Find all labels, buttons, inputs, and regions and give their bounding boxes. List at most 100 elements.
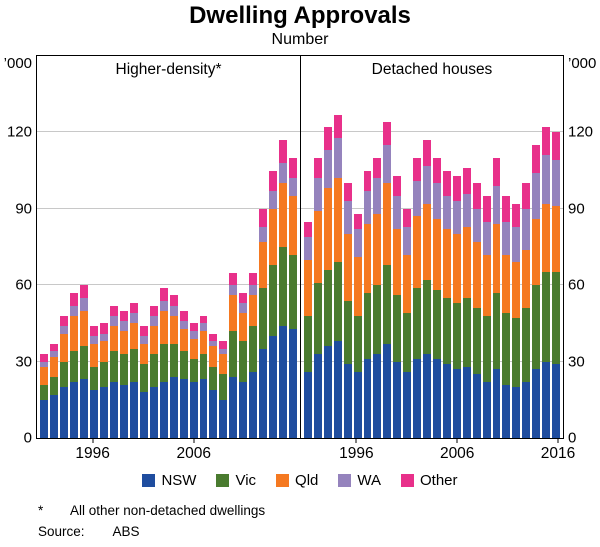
- bar-segment-qld: [333, 178, 342, 263]
- x-tick-mark: [557, 438, 559, 443]
- bar-segment-other: [482, 196, 491, 222]
- bar-segment-wa: [159, 300, 168, 311]
- bar-segment-qld: [323, 188, 332, 270]
- bar-segment-vic: [333, 262, 342, 342]
- stacked-bar: [363, 56, 372, 438]
- bar-segment-vic: [363, 292, 372, 360]
- y-tick-label: 0: [568, 429, 577, 447]
- bar-segment-other: [502, 196, 511, 222]
- bar-segment-nsw: [289, 328, 298, 438]
- stacked-bar: [239, 56, 248, 438]
- bar-segment-wa: [269, 191, 278, 209]
- bar-segment-wa: [403, 226, 412, 255]
- bar-segment-qld: [229, 295, 238, 332]
- bar-segment-wa: [482, 221, 491, 255]
- bar-segment-qld: [199, 331, 208, 354]
- stacked-bar: [219, 56, 228, 438]
- bar-segment-qld: [343, 234, 352, 301]
- chart-subtitle: Number: [271, 31, 329, 48]
- bar-segment-nsw: [512, 387, 521, 438]
- bar-segment-vic: [189, 359, 198, 382]
- x-tick-label: 2016: [540, 445, 576, 462]
- legend-item-nsw: NSW: [142, 472, 196, 489]
- bar-segment-wa: [363, 191, 372, 225]
- bar-segment-qld: [89, 343, 98, 367]
- bar-segment-wa: [40, 361, 48, 367]
- x-tick-label: 2006: [176, 445, 212, 462]
- bar-segment-nsw: [189, 381, 198, 438]
- bar-segment-wa: [373, 178, 382, 214]
- bar-segment-wa: [353, 229, 362, 258]
- bar-segment-nsw: [79, 379, 88, 438]
- stacked-bar: [552, 56, 560, 438]
- stacked-bar: [393, 56, 402, 438]
- bar-segment-vic: [69, 351, 78, 382]
- bar-segment-wa: [423, 165, 431, 204]
- bar-segment-other: [119, 310, 128, 321]
- bar-segment-nsw: [149, 387, 158, 438]
- bar-segment-vic: [403, 313, 412, 372]
- bar-segment-other: [199, 315, 208, 324]
- bar-segment-wa: [49, 351, 58, 357]
- stacked-bar: [249, 56, 258, 438]
- stacked-bar: [289, 56, 298, 438]
- bar-segment-wa: [512, 226, 521, 263]
- bar-group: [304, 56, 560, 438]
- bar-segment-other: [442, 170, 451, 197]
- bar-segment-wa: [393, 196, 402, 230]
- bar-segment-nsw: [313, 353, 322, 438]
- bar-segment-vic: [40, 384, 48, 400]
- bar-segment-wa: [249, 285, 258, 296]
- y-tick-label: 90: [15, 200, 32, 218]
- bar-segment-nsw: [462, 366, 471, 438]
- bar-segment-wa: [189, 331, 198, 339]
- bar-segment-other: [189, 323, 198, 332]
- bar-segment-wa: [89, 336, 98, 344]
- bar-segment-other: [304, 221, 312, 237]
- bar-segment-nsw: [442, 364, 451, 438]
- source-line: Source: ABS: [38, 524, 140, 539]
- bar-segment-wa: [532, 173, 541, 220]
- bar-segment-nsw: [323, 346, 332, 438]
- legend-swatch-qld: [276, 474, 290, 487]
- stacked-bar: [199, 56, 208, 438]
- bar-segment-qld: [99, 341, 108, 362]
- bar-segment-qld: [472, 241, 481, 309]
- bar-segment-other: [139, 326, 148, 337]
- bar-segment-wa: [279, 163, 288, 184]
- bar-segment-wa: [462, 193, 471, 227]
- stacked-bar: [522, 56, 531, 438]
- bar-segment-qld: [432, 219, 441, 291]
- bar-segment-other: [219, 341, 228, 349]
- bar-segment-nsw: [353, 371, 362, 438]
- bar-segment-other: [99, 323, 108, 334]
- bar-segment-vic: [169, 343, 178, 377]
- legend-label: Other: [420, 472, 458, 489]
- bar-segment-vic: [522, 308, 531, 382]
- bar-segment-nsw: [169, 376, 178, 438]
- bar-segment-wa: [119, 320, 128, 332]
- bar-segment-wa: [199, 323, 208, 332]
- bar-segment-nsw: [383, 343, 392, 438]
- bar-segment-nsw: [542, 361, 551, 438]
- bar-segment-nsw: [413, 359, 422, 438]
- bar-segment-vic: [502, 313, 511, 385]
- bar-segment-other: [259, 208, 268, 227]
- stacked-bar: [189, 56, 198, 438]
- bar-segment-wa: [304, 236, 312, 260]
- stacked-bar: [69, 56, 78, 438]
- bar-segment-vic: [249, 325, 258, 372]
- bar-segment-other: [40, 354, 48, 362]
- bar-segment-wa: [442, 196, 451, 230]
- y-tick-label: 30: [15, 353, 32, 371]
- y-axis-unit-right: ’000: [568, 55, 597, 72]
- bar-segment-nsw: [432, 359, 441, 438]
- stacked-bar: [59, 56, 68, 438]
- bar-segment-qld: [413, 216, 422, 288]
- bar-segment-vic: [313, 282, 322, 354]
- bar-segment-other: [373, 157, 382, 179]
- legend-label: WA: [357, 472, 381, 489]
- legend-label: Qld: [295, 472, 319, 489]
- bar-segment-nsw: [472, 374, 481, 438]
